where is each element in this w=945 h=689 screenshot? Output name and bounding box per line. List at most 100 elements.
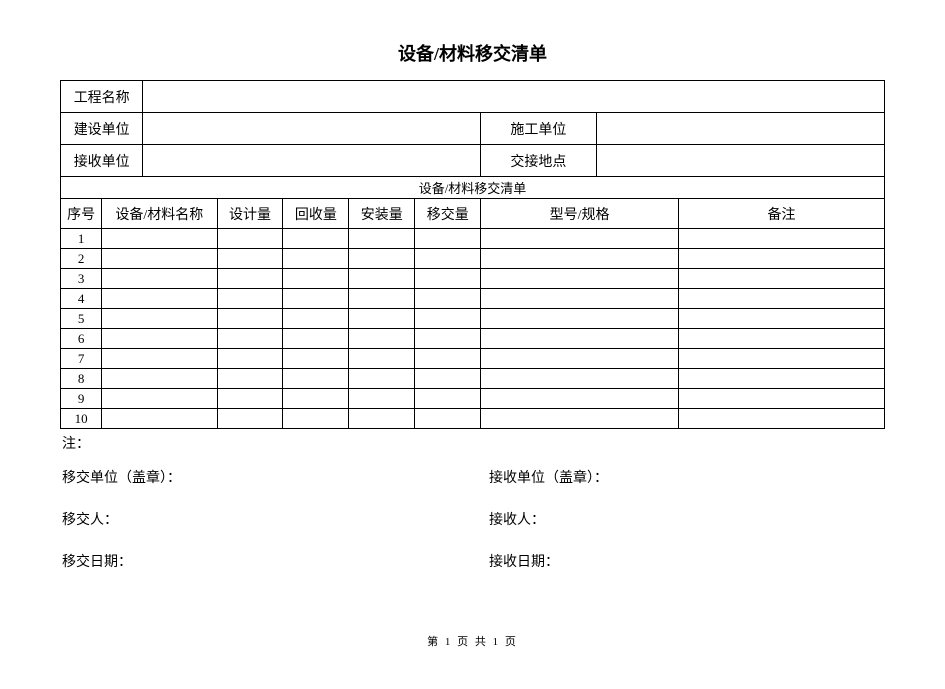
install-cell bbox=[349, 369, 415, 389]
name-cell bbox=[102, 309, 217, 329]
model-cell bbox=[481, 229, 679, 249]
table-row: 5 bbox=[61, 309, 885, 329]
name-cell bbox=[102, 369, 217, 389]
seq-cell: 8 bbox=[61, 369, 102, 389]
model-cell bbox=[481, 369, 679, 389]
receiver-label: 接收单位 bbox=[61, 145, 143, 177]
col-install-qty: 安装量 bbox=[349, 199, 415, 229]
name-cell bbox=[102, 289, 217, 309]
receive-date-label: 接收日期： bbox=[489, 551, 885, 571]
transfer-cell bbox=[415, 309, 481, 329]
location-label: 交接地点 bbox=[481, 145, 596, 177]
recycle-cell bbox=[283, 229, 349, 249]
constructor-value bbox=[596, 113, 884, 145]
name-cell bbox=[102, 249, 217, 269]
install-cell bbox=[349, 309, 415, 329]
design-cell bbox=[217, 369, 283, 389]
table-row: 1 bbox=[61, 229, 885, 249]
name-cell bbox=[102, 269, 217, 289]
install-cell bbox=[349, 229, 415, 249]
design-cell bbox=[217, 229, 283, 249]
name-cell bbox=[102, 349, 217, 369]
seq-cell: 6 bbox=[61, 329, 102, 349]
recycle-cell bbox=[283, 289, 349, 309]
model-cell bbox=[481, 329, 679, 349]
install-cell bbox=[349, 249, 415, 269]
model-cell bbox=[481, 349, 679, 369]
transfer-cell bbox=[415, 229, 481, 249]
model-cell bbox=[481, 269, 679, 289]
model-cell bbox=[481, 309, 679, 329]
name-cell bbox=[102, 409, 217, 429]
constructor-label: 施工单位 bbox=[481, 113, 596, 145]
col-name: 设备/材料名称 bbox=[102, 199, 217, 229]
install-cell bbox=[349, 389, 415, 409]
table-row: 2 bbox=[61, 249, 885, 269]
design-cell bbox=[217, 329, 283, 349]
model-cell bbox=[481, 289, 679, 309]
remark-cell bbox=[678, 249, 884, 269]
page-footer: 第 1 页 共 1 页 bbox=[60, 633, 885, 649]
recycle-cell bbox=[283, 409, 349, 429]
col-remark: 备注 bbox=[678, 199, 884, 229]
name-cell bbox=[102, 329, 217, 349]
recycle-cell bbox=[283, 389, 349, 409]
remark-cell bbox=[678, 369, 884, 389]
seq-cell: 10 bbox=[61, 409, 102, 429]
receive-person-label: 接收人： bbox=[489, 509, 885, 529]
transfer-cell bbox=[415, 369, 481, 389]
remark-cell bbox=[678, 349, 884, 369]
project-row: 工程名称 bbox=[61, 81, 885, 113]
design-cell bbox=[217, 269, 283, 289]
builder-value bbox=[143, 113, 481, 145]
list-subtitle-row: 设备/材料移交清单 bbox=[61, 177, 885, 199]
remark-cell bbox=[678, 409, 884, 429]
project-value bbox=[143, 81, 885, 113]
design-cell bbox=[217, 249, 283, 269]
transfer-cell bbox=[415, 249, 481, 269]
design-cell bbox=[217, 349, 283, 369]
seq-cell: 4 bbox=[61, 289, 102, 309]
list-subtitle: 设备/材料移交清单 bbox=[61, 177, 885, 199]
table-row: 4 bbox=[61, 289, 885, 309]
transfer-cell bbox=[415, 269, 481, 289]
remark-cell bbox=[678, 289, 884, 309]
page-title: 设备/材料移交清单 bbox=[60, 40, 885, 66]
recycle-cell bbox=[283, 369, 349, 389]
remark-cell bbox=[678, 309, 884, 329]
table-row: 8 bbox=[61, 369, 885, 389]
install-cell bbox=[349, 269, 415, 289]
seq-cell: 5 bbox=[61, 309, 102, 329]
seq-cell: 3 bbox=[61, 269, 102, 289]
transfer-date-label: 移交日期： bbox=[62, 551, 489, 571]
install-cell bbox=[349, 349, 415, 369]
recycle-cell bbox=[283, 329, 349, 349]
seq-cell: 7 bbox=[61, 349, 102, 369]
table-row: 10 bbox=[61, 409, 885, 429]
model-cell bbox=[481, 389, 679, 409]
transfer-person-label: 移交人： bbox=[62, 509, 489, 529]
design-cell bbox=[217, 309, 283, 329]
name-cell bbox=[102, 389, 217, 409]
seq-cell: 2 bbox=[61, 249, 102, 269]
seq-cell: 1 bbox=[61, 229, 102, 249]
column-header-row: 序号 设备/材料名称 设计量 回收量 安装量 移交量 型号/规格 备注 bbox=[61, 199, 885, 229]
install-cell bbox=[349, 409, 415, 429]
transfer-cell bbox=[415, 409, 481, 429]
location-value bbox=[596, 145, 884, 177]
form-table: 工程名称 建设单位 施工单位 接收单位 交接地点 设备/材料移交清单 序号 设备… bbox=[60, 80, 885, 429]
table-row: 9 bbox=[61, 389, 885, 409]
recycle-cell bbox=[283, 249, 349, 269]
col-design-qty: 设计量 bbox=[217, 199, 283, 229]
col-seq: 序号 bbox=[61, 199, 102, 229]
remark-cell bbox=[678, 389, 884, 409]
transfer-cell bbox=[415, 329, 481, 349]
table-row: 3 bbox=[61, 269, 885, 289]
builder-row: 建设单位 施工单位 bbox=[61, 113, 885, 145]
builder-label: 建设单位 bbox=[61, 113, 143, 145]
receive-unit-label: 接收单位（盖章）： bbox=[489, 467, 885, 487]
recycle-cell bbox=[283, 349, 349, 369]
col-recycle-qty: 回收量 bbox=[283, 199, 349, 229]
recycle-cell bbox=[283, 309, 349, 329]
receiver-value bbox=[143, 145, 481, 177]
